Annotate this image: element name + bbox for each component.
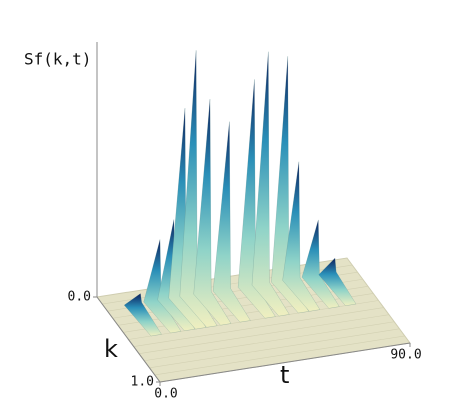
x-tick-label: 0.0	[154, 387, 177, 402]
peak	[282, 161, 321, 312]
peak	[251, 51, 290, 317]
plane-ripple	[133, 307, 384, 347]
x-tick-label: 90.0	[390, 348, 421, 363]
peak	[301, 219, 340, 309]
k-tick-label: 1.0	[131, 375, 154, 390]
peak	[212, 121, 251, 323]
peak	[123, 293, 162, 337]
plane-ripple	[138, 314, 390, 354]
z-axis-label: Sf(k,t)	[24, 50, 91, 69]
peak	[193, 99, 232, 326]
plane-ripple	[154, 335, 405, 376]
x-axis-label: t	[280, 361, 289, 389]
plane-ripple	[144, 321, 395, 362]
peak	[318, 257, 357, 306]
plane-ripple	[149, 328, 400, 369]
x-axis	[159, 342, 411, 383]
z-tick-label: 0.0	[68, 290, 91, 305]
k-axis	[96, 296, 161, 383]
k-axis-label: k	[104, 335, 118, 363]
